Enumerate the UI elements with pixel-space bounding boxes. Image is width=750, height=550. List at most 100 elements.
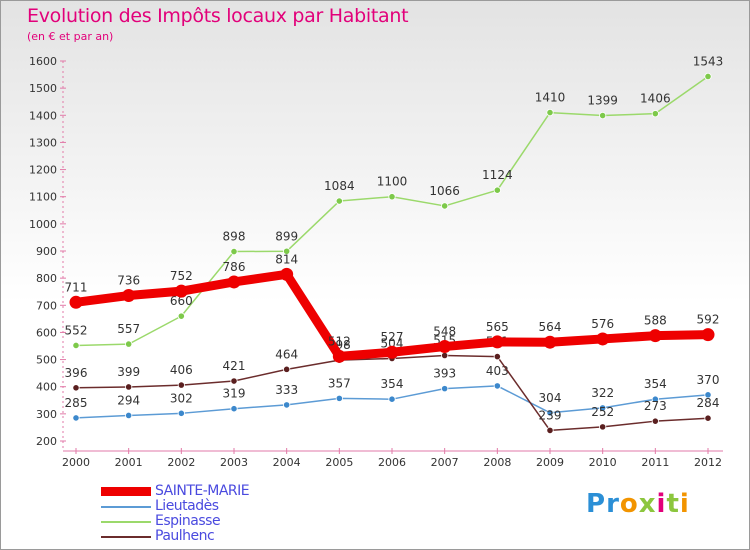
data-point-paulhenc: [704, 414, 712, 422]
logo-letter: x: [638, 489, 657, 519]
y-tick-label: 800: [36, 272, 57, 285]
data-label-sainte-marie: 565: [486, 320, 509, 334]
data-label-paulhenc: 406: [170, 363, 193, 377]
data-point-sainte-marie: [385, 345, 399, 359]
data-label-espinasse: 899: [275, 229, 298, 243]
data-label-sainte-marie: 527: [381, 330, 404, 344]
data-label-paulhenc: 399: [117, 365, 140, 379]
data-point-paulhenc: [177, 381, 185, 389]
data-point-espinasse: [388, 193, 396, 201]
y-tick-label: 700: [36, 299, 57, 312]
data-label-sainte-marie: 736: [117, 274, 140, 288]
data-point-paulhenc: [651, 417, 659, 425]
data-point-lieutad-s: [388, 395, 396, 403]
data-label-lieutad-s: 285: [65, 396, 88, 410]
legend-swatch: [101, 487, 151, 496]
data-point-lieutad-s: [72, 414, 80, 422]
data-point-sainte-marie: [122, 289, 136, 303]
x-tick-label: 2005: [325, 456, 353, 469]
data-point-sainte-marie: [332, 349, 346, 363]
data-label-lieutad-s: 302: [170, 391, 193, 405]
data-label-espinasse: 1066: [429, 184, 460, 198]
data-point-paulhenc: [546, 426, 554, 435]
data-label-lieutad-s: 393: [433, 367, 456, 381]
data-point-sainte-marie: [490, 335, 504, 349]
logo-letter: r: [606, 489, 620, 519]
data-point-espinasse: [651, 110, 659, 118]
data-point-lieutad-s: [125, 411, 133, 420]
data-label-sainte-marie: 576: [591, 317, 614, 331]
data-point-paulhenc: [72, 384, 80, 392]
chart-title: Evolution des Impôts locaux par Habitant: [27, 5, 409, 27]
logo-letter: o: [619, 489, 639, 519]
data-point-lieutad-s: [493, 382, 501, 390]
data-label-sainte-marie: 786: [223, 260, 246, 274]
data-point-espinasse: [125, 340, 133, 348]
data-point-sainte-marie: [227, 275, 241, 289]
logo-letter: P: [586, 489, 607, 519]
data-label-espinasse: 1084: [324, 179, 355, 193]
data-point-paulhenc: [125, 383, 133, 391]
data-label-paulhenc: 421: [223, 359, 246, 373]
x-tick-label: 2006: [378, 456, 406, 469]
data-label-sainte-marie: 752: [170, 269, 193, 283]
data-point-espinasse: [177, 312, 185, 320]
legend-swatch: [101, 505, 151, 508]
data-label-sainte-marie: 512: [328, 334, 351, 348]
x-tick-label: 2010: [589, 456, 617, 469]
data-label-paulhenc: 252: [591, 405, 614, 419]
y-tick-label: 1500: [29, 82, 57, 95]
data-label-espinasse: 1410: [535, 91, 566, 105]
x-tick-label: 2011: [641, 456, 669, 469]
legend-swatch: [101, 520, 151, 523]
data-label-sainte-marie: 588: [644, 314, 667, 328]
legend-label: Lieutadès: [155, 498, 219, 514]
data-point-paulhenc: [493, 352, 501, 361]
data-label-sainte-marie: 548: [433, 325, 456, 339]
legend-label: SAINTE-MARIE: [155, 483, 250, 499]
data-label-espinasse: 1399: [587, 94, 618, 108]
data-point-sainte-marie: [438, 340, 452, 354]
data-point-paulhenc: [441, 351, 449, 360]
data-label-paulhenc: 464: [275, 347, 298, 361]
data-label-lieutad-s: 403: [486, 364, 509, 378]
data-label-espinasse: 1406: [640, 92, 671, 106]
data-label-lieutad-s: 322: [591, 386, 614, 400]
data-label-espinasse: 557: [117, 322, 140, 336]
data-label-espinasse: 1124: [482, 168, 513, 182]
x-tick-label: 2002: [167, 456, 195, 469]
data-label-paulhenc: 273: [644, 399, 667, 413]
data-label-lieutad-s: 357: [328, 376, 351, 390]
y-tick-label: 300: [36, 408, 57, 421]
data-point-lieutad-s: [230, 405, 238, 413]
data-point-espinasse: [704, 72, 712, 81]
data-point-sainte-marie: [280, 267, 294, 281]
data-label-sainte-marie: 592: [697, 313, 720, 327]
x-tick-label: 2003: [220, 456, 248, 469]
data-point-lieutad-s: [335, 394, 343, 402]
data-point-espinasse: [335, 197, 343, 205]
y-tick-label: 1300: [29, 136, 57, 149]
data-label-lieutad-s: 319: [223, 387, 246, 401]
data-point-sainte-marie: [648, 329, 662, 343]
y-tick-label: 600: [36, 326, 57, 339]
data-point-lieutad-s: [546, 409, 554, 417]
data-point-espinasse: [441, 202, 449, 210]
data-label-paulhenc: 504: [381, 336, 404, 350]
y-tick-label: 1200: [29, 164, 57, 177]
data-point-espinasse: [546, 108, 554, 117]
data-label-sainte-marie: 564: [539, 320, 562, 334]
data-label-espinasse: 898: [223, 230, 246, 244]
y-tick-label: 200: [36, 435, 57, 448]
data-label-espinasse: 1100: [377, 175, 408, 189]
data-label-espinasse: 552: [65, 323, 88, 337]
data-label-lieutad-s: 354: [381, 377, 404, 391]
data-point-espinasse: [230, 247, 238, 256]
data-point-lieutad-s: [177, 409, 185, 417]
y-tick-label: 1600: [29, 55, 57, 68]
data-label-lieutad-s: 333: [275, 383, 298, 397]
data-point-sainte-marie: [69, 295, 83, 309]
data-point-espinasse: [283, 247, 291, 255]
legend-swatch: [101, 535, 151, 538]
data-label-paulhenc: 396: [65, 366, 88, 380]
